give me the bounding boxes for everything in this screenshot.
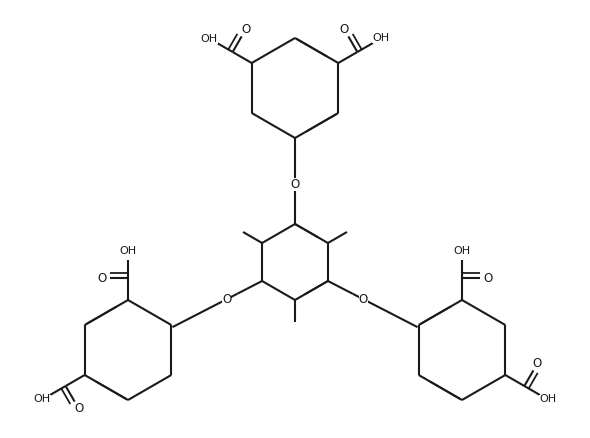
Text: OH: OH: [201, 33, 218, 43]
Text: O: O: [533, 357, 542, 370]
Text: O: O: [97, 272, 107, 285]
Text: O: O: [483, 272, 493, 285]
Text: O: O: [222, 293, 231, 306]
Text: O: O: [290, 177, 300, 191]
Text: OH: OH: [372, 33, 389, 43]
Text: OH: OH: [539, 395, 556, 405]
Text: O: O: [74, 402, 83, 415]
Text: OH: OH: [454, 246, 471, 256]
Text: OH: OH: [34, 395, 51, 405]
Text: O: O: [359, 293, 368, 306]
Text: O: O: [241, 23, 250, 36]
Text: O: O: [340, 23, 349, 36]
Text: OH: OH: [119, 246, 136, 256]
